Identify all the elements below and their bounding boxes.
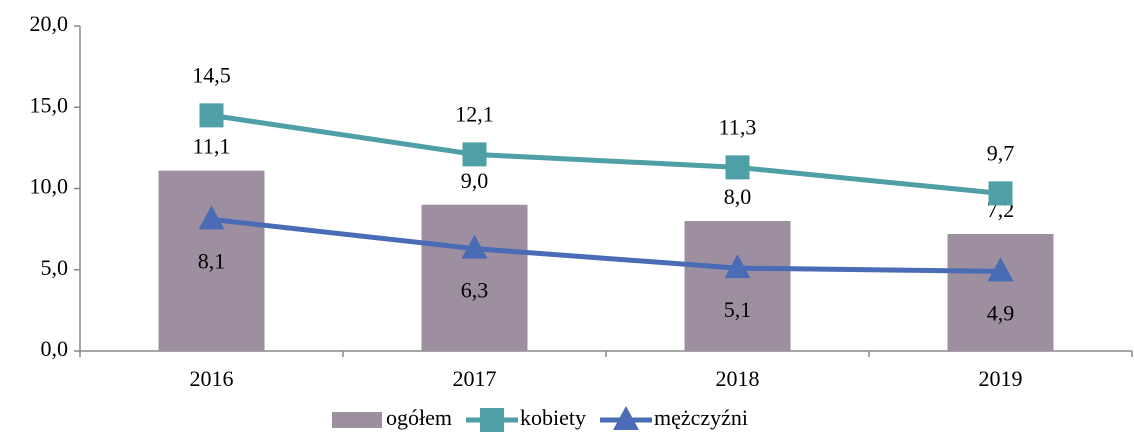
line [211, 112, 1001, 196]
y-tick-label: 0,0 [41, 336, 69, 361]
bar [684, 221, 791, 351]
legend-swatch [332, 412, 382, 428]
x-tick-label: 2016 [190, 366, 234, 391]
bar [421, 204, 528, 351]
y-tick-label: 5,0 [41, 255, 69, 280]
legend-label: mężczyźni [654, 405, 748, 430]
legend-marker [480, 408, 504, 432]
data-label: 8,1 [198, 248, 226, 273]
marker [725, 155, 750, 180]
legend-label: kobiety [520, 405, 586, 430]
x-tick-label: 2019 [979, 366, 1023, 391]
marker [988, 181, 1013, 206]
data-label: 12,1 [455, 101, 494, 126]
legend-marker [613, 406, 639, 430]
marker [724, 254, 751, 279]
data-label: 11,3 [719, 114, 757, 139]
x-tick-label: 2018 [716, 366, 760, 391]
data-label: 9,0 [461, 168, 489, 193]
data-label: 9,7 [987, 140, 1015, 165]
bar [947, 234, 1054, 351]
marker [461, 234, 488, 259]
marker [987, 257, 1014, 282]
marker [199, 103, 224, 128]
data-label: 6,3 [461, 278, 489, 303]
data-label: 14,5 [192, 62, 231, 87]
line [211, 216, 1001, 274]
y-tick-label: 10,0 [30, 174, 69, 199]
y-tick-label: 20,0 [30, 11, 69, 36]
data-label: 5,1 [724, 297, 752, 322]
marker [198, 205, 225, 230]
data-label: 4,9 [987, 300, 1015, 325]
marker [462, 142, 487, 167]
y-tick-label: 15,0 [30, 92, 69, 117]
data-label: 11,1 [193, 134, 231, 159]
x-tick-label: 2017 [453, 366, 497, 391]
bar [158, 170, 265, 351]
data-label: 8,0 [724, 184, 752, 209]
legend-label: ogółem [386, 405, 452, 430]
